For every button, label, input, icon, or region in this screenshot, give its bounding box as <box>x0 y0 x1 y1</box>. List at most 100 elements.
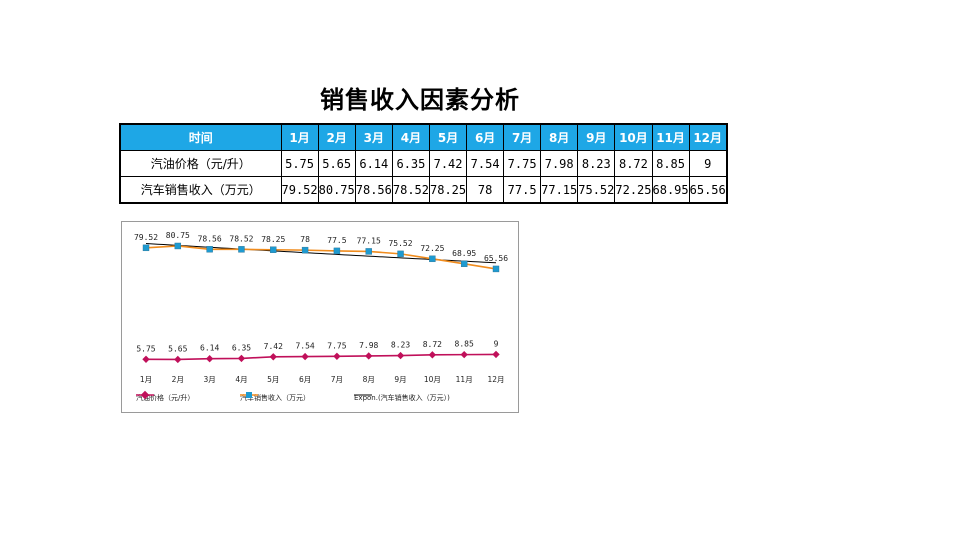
x-tick-label: 9月 <box>394 375 406 384</box>
data-label: 5.75 <box>136 344 155 353</box>
x-tick-label: 12月 <box>487 375 504 384</box>
legend-key-gas-price <box>136 390 154 400</box>
x-tick-label: 10月 <box>424 375 441 384</box>
x-tick-label: 2月 <box>172 375 184 384</box>
data-label: 8.85 <box>455 340 474 349</box>
data-point <box>206 246 213 253</box>
table-cell: 68.95 <box>651 176 690 204</box>
table-cell: 6.35 <box>391 150 431 177</box>
data-point <box>174 355 182 364</box>
table-cell: 77.5 <box>503 176 542 204</box>
x-tick-label: 8月 <box>363 375 375 384</box>
table-cell: 7.75 <box>503 150 542 177</box>
header-month: 9月 <box>577 123 616 151</box>
data-label: 79.52 <box>134 233 158 242</box>
data-point <box>142 355 150 363</box>
data-point <box>365 248 372 255</box>
table-cell: 5.75 <box>280 150 319 177</box>
table-cell: 8.85 <box>651 150 690 177</box>
data-point <box>205 355 214 363</box>
legend-label-trendline: Expon.(汽车销售收入（万元）) <box>354 394 450 402</box>
table-cell: 77.15 <box>540 176 579 204</box>
x-tick-label: 5月 <box>267 375 279 384</box>
table-cell: 72.25 <box>614 176 653 204</box>
header-month: 11月 <box>651 123 690 151</box>
table-cell: 7.54 <box>466 150 505 177</box>
series-line-1 <box>145 245 497 270</box>
data-label: 78.56 <box>198 234 222 243</box>
header-month: 12月 <box>688 123 728 151</box>
header-month: 2月 <box>317 123 356 151</box>
table-cell: 78.25 <box>428 176 468 204</box>
header-time: 时间 <box>119 123 282 151</box>
header-month: 5月 <box>428 123 468 151</box>
table-cell: 78.56 <box>354 176 393 204</box>
header-month: 6月 <box>466 123 505 151</box>
data-label: 78.52 <box>229 234 253 243</box>
table-cell: 80.75 <box>317 176 356 204</box>
data-label: 8.72 <box>423 340 442 349</box>
legend-key-trendline <box>354 394 372 396</box>
page-title: 销售收入因素分析 <box>320 85 520 114</box>
data-label: 65.56 <box>484 254 508 263</box>
table-cell: 7.42 <box>428 150 468 177</box>
x-tick-label: 7月 <box>331 375 343 384</box>
data-point <box>174 242 182 250</box>
header-month: 4月 <box>391 123 431 151</box>
table-cell: 7.98 <box>540 150 579 177</box>
data-point <box>333 352 341 360</box>
table-cell: 8.72 <box>614 150 653 177</box>
data-label: 78.25 <box>261 235 285 244</box>
data-label: 9 <box>494 339 499 348</box>
data-point <box>270 246 277 253</box>
table-cell: 79.52 <box>280 176 319 204</box>
legend-label-revenue: 汽车销售收入（万元） <box>240 394 310 402</box>
data-point <box>460 260 468 268</box>
legend-item-trendline: Expon.(汽车销售收入（万元）) <box>354 390 450 406</box>
data-label: 7.75 <box>327 341 346 350</box>
data-point <box>428 351 437 359</box>
data-label: 75.52 <box>388 239 412 248</box>
table-cell: 75.52 <box>577 176 616 204</box>
data-point <box>365 352 373 360</box>
x-tick-label: 11月 <box>456 375 473 384</box>
x-tick-label: 6月 <box>299 375 311 384</box>
data-label: 78 <box>300 235 310 244</box>
data-point <box>333 247 341 255</box>
header-month: 3月 <box>354 123 393 151</box>
data-label: 80.75 <box>166 231 190 240</box>
line-chart: 5.75 5.65 6.14 6.35 7.42 7.54 7.75 7.98 8.23 8.72… <box>134 231 508 384</box>
header-month: 7月 <box>503 123 542 151</box>
x-tick-label: 4月 <box>235 375 247 384</box>
legend-label-gas-price: 汽油价格（元/升） <box>136 394 195 402</box>
data-point <box>142 244 150 252</box>
data-point <box>269 353 277 361</box>
table-cell: 5.65 <box>317 150 356 177</box>
legend-item-revenue: 汽车销售收入（万元） <box>240 390 310 406</box>
data-point <box>237 354 246 363</box>
row-label: 汽车销售收入（万元） <box>119 176 282 204</box>
legend-key-revenue <box>240 392 258 398</box>
data-label: 6.35 <box>232 343 251 352</box>
data-label: 68.95 <box>452 249 476 258</box>
x-tick-label: 1月 <box>140 375 152 384</box>
header-month: 8月 <box>540 123 579 151</box>
data-label: 77.5 <box>327 236 346 245</box>
table-cell: 6.14 <box>354 150 393 177</box>
data-label: 6.14 <box>200 344 219 353</box>
data-point <box>460 350 468 359</box>
table-cell: 78.52 <box>391 176 431 204</box>
data-point <box>492 265 500 273</box>
data-point <box>397 250 404 258</box>
data-label: 72.25 <box>420 244 444 253</box>
data-label: 5.65 <box>168 344 187 353</box>
table-cell: 8.23 <box>577 150 616 177</box>
data-point <box>429 255 436 263</box>
row-label: 汽油价格（元/升） <box>119 150 282 177</box>
table-cell: 78 <box>466 176 505 204</box>
data-label: 77.15 <box>357 236 381 245</box>
chart-legend: 汽油价格（元/升） 汽车销售收入（万元） Expon.(汽车销售收入（万元）) <box>122 390 518 406</box>
chart-frame: 5.75 5.65 6.14 6.35 7.42 7.54 7.75 7.98 8.23 8.72… <box>121 221 519 413</box>
table-cell: 65.56 <box>688 176 728 204</box>
legend-item-gas-price: 汽油价格（元/升） <box>136 390 194 406</box>
